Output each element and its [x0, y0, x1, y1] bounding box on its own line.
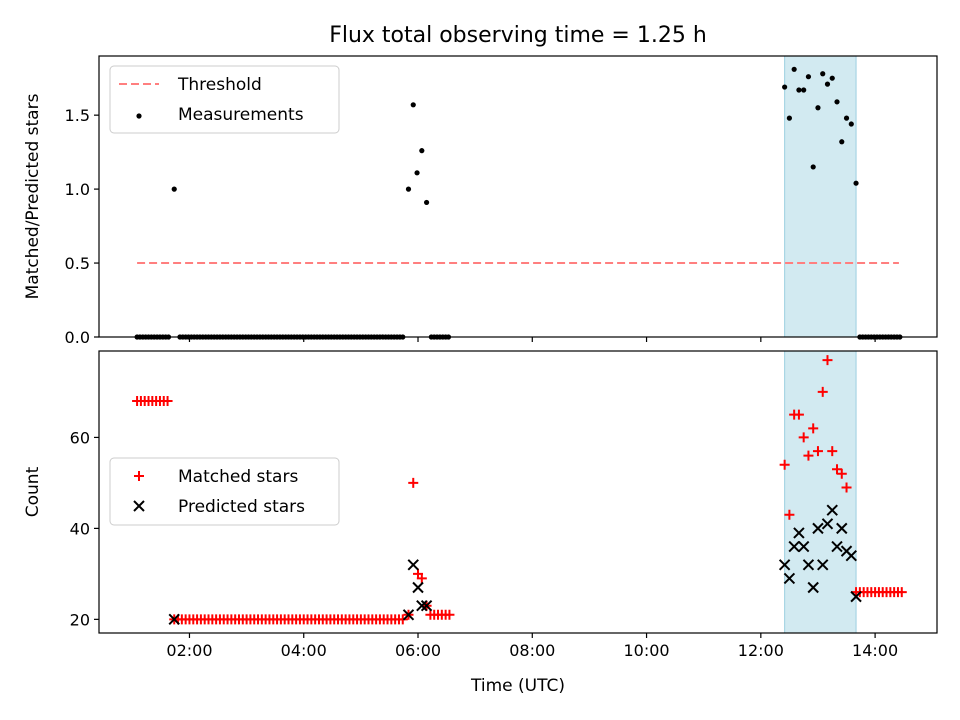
y-tick-label: 1.5 — [65, 106, 90, 125]
y-tick-label: 0.0 — [65, 328, 90, 347]
data-point — [168, 613, 180, 626]
x-tick-label: 04:00 — [281, 641, 327, 660]
data-point — [836, 522, 848, 535]
y-tick-label: 60 — [70, 428, 90, 447]
data-point — [812, 446, 823, 457]
plot-frame — [98, 350, 938, 634]
x-tick-label: 02:00 — [166, 641, 212, 660]
legend: Threshold Measurements — [109, 65, 340, 134]
data-point — [841, 482, 852, 493]
data-point — [896, 587, 907, 598]
y-tick-label: 40 — [70, 519, 90, 538]
highlight-band — [784, 350, 857, 634]
data-point — [397, 614, 408, 625]
data-point — [416, 573, 427, 584]
data-point — [782, 84, 788, 90]
data-point — [827, 446, 838, 457]
data-point — [853, 180, 859, 186]
y-tick-label: 20 — [70, 610, 90, 629]
legend-label: Predicted stars — [178, 497, 305, 517]
data-point — [419, 148, 425, 154]
data-point — [412, 581, 424, 594]
y-tick-label: 1.0 — [65, 180, 90, 199]
data-point — [444, 609, 455, 620]
data-point — [801, 87, 807, 93]
y-axis-label: Count — [23, 466, 43, 517]
x-tick-label: 10:00 — [624, 641, 670, 660]
data-point — [826, 504, 838, 516]
data-point — [414, 170, 420, 176]
data-point — [821, 518, 834, 530]
legend-label: Measurements — [178, 105, 304, 125]
data-point — [820, 71, 826, 77]
data-point — [416, 600, 428, 612]
legend-marker — [136, 113, 142, 119]
data-point — [805, 74, 812, 80]
data-point — [817, 559, 829, 571]
data-point — [829, 75, 835, 81]
y-axis-label: Matched/Predicted stars — [23, 93, 43, 299]
data-point — [791, 66, 797, 72]
data-point — [797, 540, 810, 553]
data-point — [798, 432, 809, 443]
x-tick-label: 12:00 — [738, 641, 784, 660]
legend-label: Matched stars — [178, 467, 298, 487]
data-point — [831, 540, 843, 553]
data-point — [848, 121, 854, 127]
data-point — [171, 186, 177, 192]
data-point — [796, 87, 802, 93]
data-point — [812, 522, 824, 535]
ratio-panel: 0.0 0.5 1.0 1.5 Matched/Predicted stars Thres… — [23, 55, 938, 347]
data-point — [802, 559, 815, 571]
data-point — [815, 105, 821, 111]
data-point — [810, 164, 816, 170]
data-point — [407, 559, 419, 571]
data-point — [808, 423, 819, 434]
y-tick-label: 0.5 — [65, 254, 90, 273]
data-point — [817, 386, 828, 397]
data-point — [162, 396, 173, 407]
x-axis-label: Time (UTC) — [470, 676, 565, 696]
data-point — [786, 115, 792, 121]
data-point — [822, 355, 833, 366]
count-panel: 20 40 60 02:00 04:00 06:00 08:00 10:00 12:00 14:0… — [23, 350, 938, 660]
data-point — [408, 477, 419, 488]
data-point — [839, 139, 845, 145]
data-point — [410, 102, 416, 108]
data-point — [783, 572, 796, 585]
data-point — [423, 199, 430, 206]
data-point — [779, 459, 790, 470]
data-point — [803, 450, 814, 461]
data-point — [832, 464, 843, 475]
x-tick-label: 06:00 — [395, 641, 441, 660]
data-point — [850, 590, 862, 603]
legend-frame — [109, 65, 340, 134]
legend-marker — [134, 471, 144, 481]
data-point — [788, 540, 800, 553]
highlight-band — [784, 55, 857, 338]
chart-title: Flux total observing time = 1.25 h — [329, 23, 707, 48]
data-point — [807, 581, 819, 594]
data-point — [793, 409, 804, 420]
data-point — [420, 600, 433, 612]
x-tick-label: 08:00 — [509, 641, 555, 660]
data-point — [845, 549, 858, 562]
legend-label: Threshold — [177, 75, 262, 95]
data-point — [834, 99, 840, 105]
data-point — [405, 186, 412, 192]
data-point — [778, 559, 791, 571]
data-point — [836, 468, 847, 479]
data-point — [402, 609, 415, 621]
series-predicted-stars — [168, 504, 862, 626]
legend-frame — [109, 457, 340, 526]
x-tick-label: 14:00 — [852, 641, 898, 660]
plot-frame — [98, 55, 938, 338]
data-point — [843, 115, 850, 121]
legend-marker — [133, 500, 145, 512]
data-point — [784, 509, 795, 520]
legend: Matched stars Predicted stars — [109, 457, 340, 526]
data-point — [824, 81, 831, 87]
data-point — [793, 527, 805, 539]
